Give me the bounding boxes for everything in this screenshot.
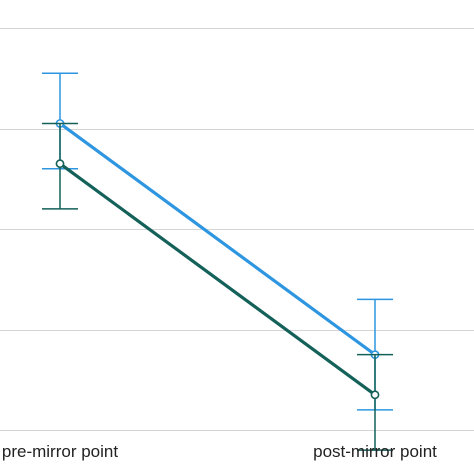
series-line xyxy=(59,162,376,397)
data-point xyxy=(370,390,380,400)
series-2 xyxy=(42,122,393,451)
series-1 xyxy=(42,72,393,411)
x-axis-tick-labels: pre-mirror point post-mirror point xyxy=(2,442,437,461)
gridlines xyxy=(0,28,474,431)
x-tick-label: post-mirror point xyxy=(313,442,437,461)
series-group xyxy=(42,72,393,451)
x-tick-label: pre-mirror point xyxy=(2,442,118,461)
data-point xyxy=(55,159,65,169)
series-line xyxy=(59,122,376,356)
